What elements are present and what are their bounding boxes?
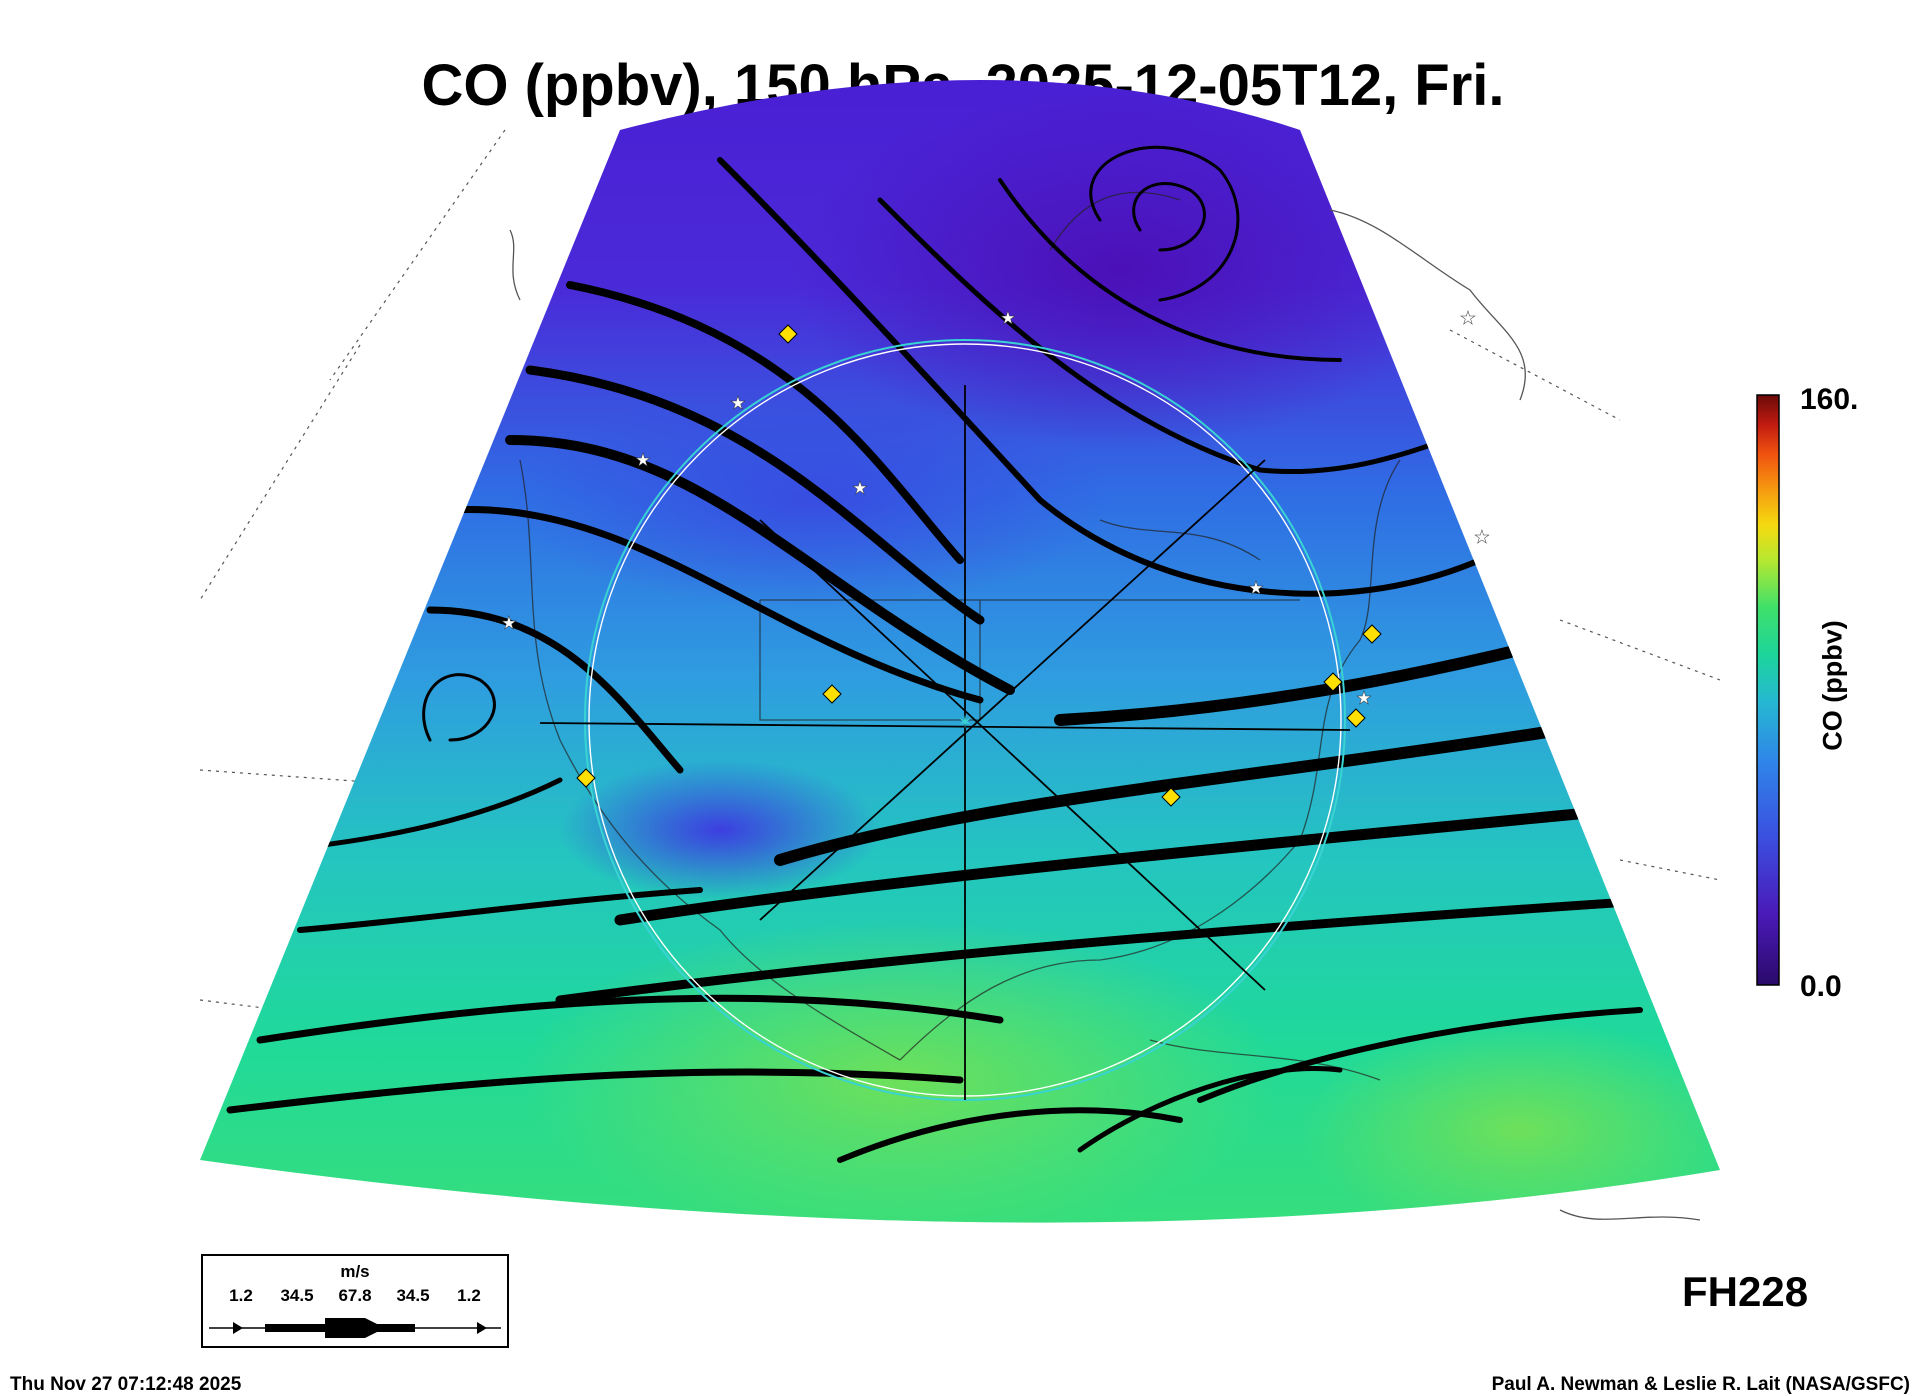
star-marker-icon: ★ <box>501 613 517 633</box>
wind-legend: m/s 1.2 34.5 67.8 34.5 1.2 <box>201 1254 509 1348</box>
wind-legend-value: 67.8 <box>338 1286 372 1305</box>
wind-legend-arrow <box>209 1318 501 1338</box>
colorbar-title: CO (ppbv) <box>1817 620 1848 751</box>
co-field <box>200 80 1720 1223</box>
star-marker-icon: ★ <box>635 450 651 470</box>
wind-legend-value: 1.2 <box>229 1286 253 1305</box>
star-marker-icon: ★ <box>1248 578 1264 598</box>
wind-legend-value: 34.5 <box>396 1286 430 1305</box>
colorbar-max-label: 160. <box>1800 383 1859 416</box>
credit-line: Paul A. Newman & Leslie R. Lait (NASA/GS… <box>1491 1374 1910 1395</box>
wind-legend-unit: m/s <box>340 1262 370 1281</box>
station-markers: ★ ★ ★ ★ ★ ★ ★ ★ ★ <box>501 308 1490 807</box>
diamond-marker-icon <box>1323 672 1343 692</box>
diamond-marker-icon <box>1346 708 1366 728</box>
svg-text:✶: ✶ <box>957 712 972 732</box>
overlay-circle: ✶ <box>539 339 1351 1101</box>
diamond-marker-icon <box>778 324 798 344</box>
run-timestamp: Thu Nov 27 07:12:48 2025 <box>10 1374 242 1395</box>
star-marker-icon: ★ <box>730 393 746 413</box>
diamond-marker-icon <box>576 768 596 788</box>
diamond-marker-icon <box>822 684 842 704</box>
streamlines <box>226 145 1665 1163</box>
wind-legend-value: 34.5 <box>280 1286 314 1305</box>
colorbar <box>1756 394 1780 986</box>
colorbar-min-label: 0.0 <box>1800 970 1842 1003</box>
star-marker-icon: ★ <box>852 478 868 498</box>
star-marker-icon: ★ <box>1356 688 1372 708</box>
diamond-marker-icon <box>1161 787 1181 807</box>
star-marker-icon: ★ <box>1460 308 1476 328</box>
star-marker-icon: ★ <box>1000 308 1016 328</box>
forecast-hour: FH228 <box>1682 1268 1809 1315</box>
diamond-marker-icon <box>1362 624 1382 644</box>
star-marker-icon: ★ <box>1474 527 1490 547</box>
outer-coast <box>509 209 1701 1221</box>
wind-legend-value: 1.2 <box>457 1286 481 1305</box>
